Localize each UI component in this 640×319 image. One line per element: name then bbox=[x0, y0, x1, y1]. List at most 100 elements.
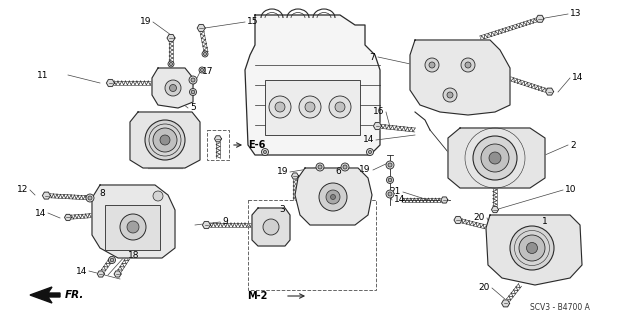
Text: E-6: E-6 bbox=[248, 140, 266, 150]
Circle shape bbox=[447, 92, 453, 98]
Circle shape bbox=[335, 102, 345, 112]
Circle shape bbox=[386, 161, 394, 169]
Text: 14: 14 bbox=[572, 73, 584, 83]
Text: 4: 4 bbox=[152, 125, 157, 135]
Circle shape bbox=[200, 69, 204, 71]
Circle shape bbox=[168, 61, 174, 67]
Circle shape bbox=[318, 165, 322, 169]
Polygon shape bbox=[42, 192, 51, 199]
Text: 13: 13 bbox=[570, 10, 582, 19]
Text: 1: 1 bbox=[542, 218, 548, 226]
Polygon shape bbox=[536, 15, 544, 22]
Circle shape bbox=[189, 76, 197, 84]
Circle shape bbox=[191, 90, 195, 94]
Circle shape bbox=[263, 219, 279, 235]
Polygon shape bbox=[441, 197, 448, 203]
Circle shape bbox=[316, 163, 324, 171]
Circle shape bbox=[199, 67, 205, 73]
Circle shape bbox=[170, 63, 173, 65]
Circle shape bbox=[343, 165, 347, 169]
Polygon shape bbox=[30, 287, 60, 303]
Text: 19: 19 bbox=[358, 166, 370, 174]
Text: 21: 21 bbox=[390, 188, 401, 197]
Polygon shape bbox=[373, 122, 381, 130]
Text: 20: 20 bbox=[474, 213, 485, 222]
Polygon shape bbox=[448, 128, 545, 188]
Text: 7: 7 bbox=[369, 53, 375, 62]
Circle shape bbox=[429, 62, 435, 68]
Circle shape bbox=[165, 80, 181, 96]
Text: FR.: FR. bbox=[65, 290, 84, 300]
Circle shape bbox=[481, 144, 509, 172]
Text: 14: 14 bbox=[76, 266, 87, 276]
Circle shape bbox=[388, 192, 392, 196]
Text: 6: 6 bbox=[335, 167, 340, 176]
Polygon shape bbox=[291, 173, 298, 179]
Polygon shape bbox=[245, 15, 380, 155]
Polygon shape bbox=[295, 168, 372, 225]
Circle shape bbox=[275, 102, 285, 112]
Text: 15: 15 bbox=[247, 18, 259, 26]
Circle shape bbox=[153, 191, 163, 201]
Circle shape bbox=[109, 256, 115, 263]
Text: M-2: M-2 bbox=[248, 291, 268, 301]
Text: SCV3 - B4700 A: SCV3 - B4700 A bbox=[530, 303, 590, 313]
Text: 8: 8 bbox=[99, 189, 105, 197]
Polygon shape bbox=[545, 88, 554, 95]
Circle shape bbox=[386, 190, 394, 198]
Polygon shape bbox=[65, 214, 72, 220]
Circle shape bbox=[326, 190, 340, 204]
Circle shape bbox=[369, 151, 371, 153]
Text: 17: 17 bbox=[202, 68, 214, 77]
Circle shape bbox=[202, 51, 208, 57]
Polygon shape bbox=[454, 217, 462, 224]
Polygon shape bbox=[106, 79, 115, 86]
Polygon shape bbox=[152, 68, 193, 108]
Circle shape bbox=[510, 226, 554, 270]
Polygon shape bbox=[167, 34, 175, 41]
Circle shape bbox=[330, 195, 335, 199]
Circle shape bbox=[145, 120, 185, 160]
Circle shape bbox=[153, 128, 177, 152]
Circle shape bbox=[443, 88, 457, 102]
Polygon shape bbox=[97, 271, 104, 277]
Circle shape bbox=[110, 258, 114, 262]
Circle shape bbox=[367, 149, 374, 155]
Circle shape bbox=[269, 96, 291, 118]
Circle shape bbox=[319, 183, 347, 211]
Text: 14: 14 bbox=[394, 196, 405, 204]
Polygon shape bbox=[486, 215, 582, 285]
Text: 5: 5 bbox=[190, 103, 196, 113]
Polygon shape bbox=[502, 300, 509, 307]
Text: 10: 10 bbox=[565, 186, 577, 195]
Polygon shape bbox=[114, 271, 121, 277]
Circle shape bbox=[88, 196, 92, 200]
Text: 3: 3 bbox=[279, 205, 285, 214]
Circle shape bbox=[86, 194, 94, 202]
Circle shape bbox=[329, 96, 351, 118]
Circle shape bbox=[189, 88, 196, 95]
Circle shape bbox=[425, 58, 439, 72]
Polygon shape bbox=[197, 25, 205, 32]
Bar bbox=[105, 205, 160, 250]
Circle shape bbox=[388, 163, 392, 167]
Circle shape bbox=[170, 85, 177, 92]
Circle shape bbox=[388, 178, 392, 182]
Circle shape bbox=[387, 176, 394, 183]
Polygon shape bbox=[214, 136, 221, 142]
Circle shape bbox=[465, 62, 471, 68]
Polygon shape bbox=[252, 208, 290, 246]
Circle shape bbox=[461, 58, 475, 72]
Polygon shape bbox=[492, 207, 499, 213]
Circle shape bbox=[191, 78, 195, 82]
Text: 14: 14 bbox=[363, 136, 374, 145]
Text: 11: 11 bbox=[36, 70, 48, 79]
Text: 12: 12 bbox=[17, 186, 28, 195]
Text: 19: 19 bbox=[276, 167, 288, 176]
Text: 20: 20 bbox=[479, 284, 490, 293]
Circle shape bbox=[120, 214, 146, 240]
Circle shape bbox=[299, 96, 321, 118]
Circle shape bbox=[160, 135, 170, 145]
Text: 16: 16 bbox=[372, 108, 384, 116]
Text: 9: 9 bbox=[222, 218, 228, 226]
